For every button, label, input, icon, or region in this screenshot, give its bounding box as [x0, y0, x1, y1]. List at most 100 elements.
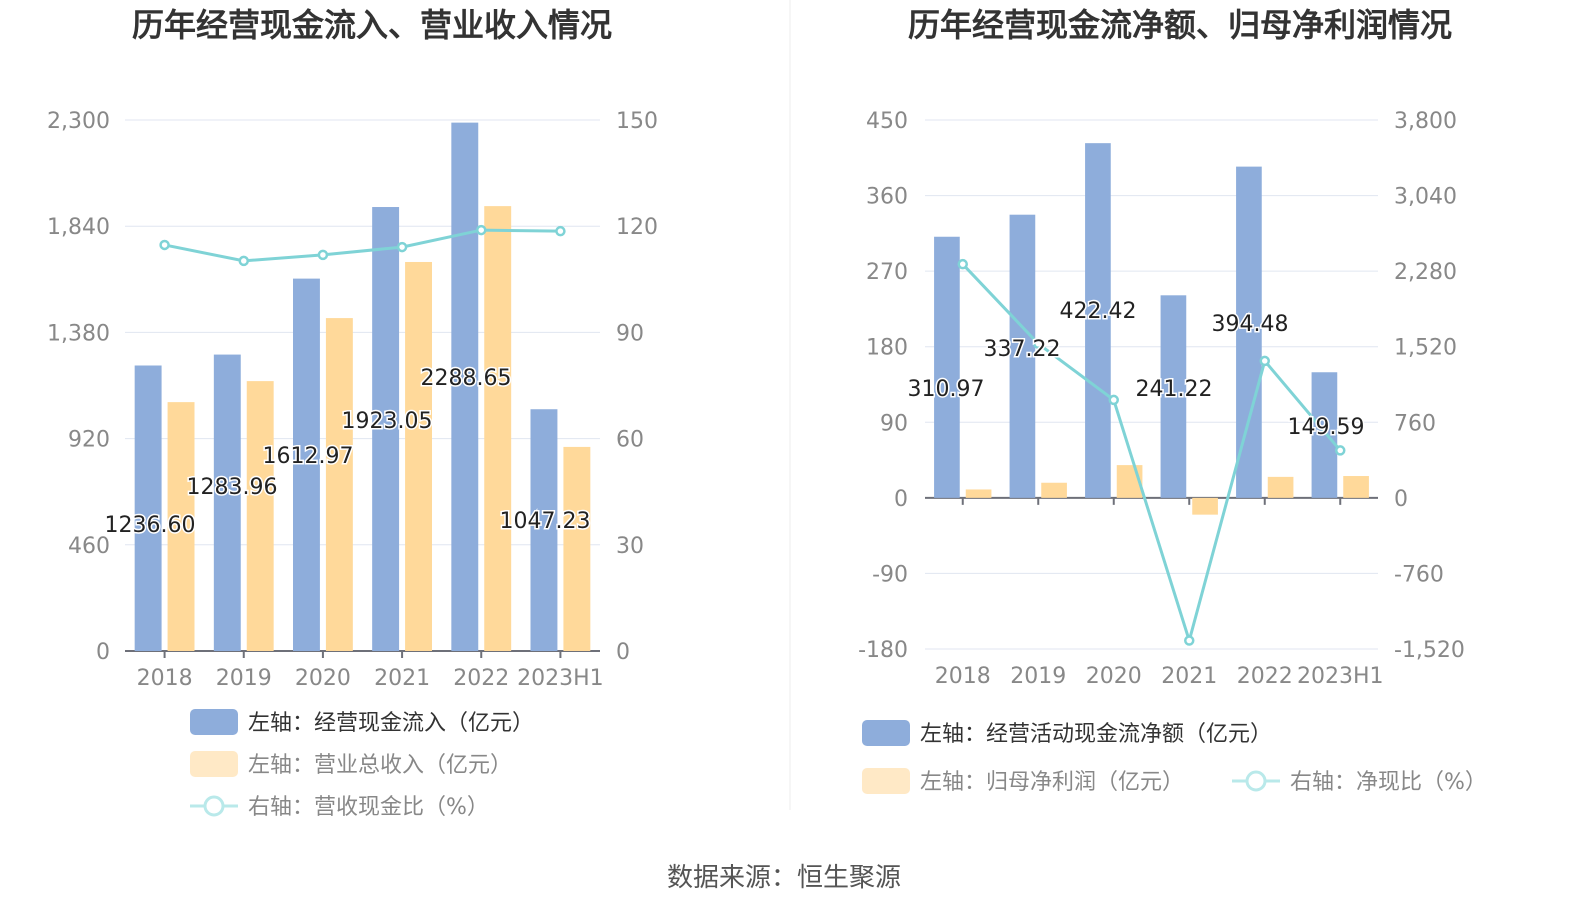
left-axis-tick: 0: [894, 487, 908, 512]
left-axis-tick: 460: [68, 534, 110, 559]
right-axis-tick: 30: [616, 534, 644, 559]
bar-series2: [325, 318, 353, 651]
bar-series2: [1192, 497, 1218, 515]
bar-series2: [563, 446, 591, 651]
bar-series1: [1160, 295, 1187, 498]
line-point: [238, 255, 249, 267]
x-axis-tick: 2022: [1237, 664, 1293, 689]
x-axis-tick: 2019: [216, 666, 272, 691]
bar-series2: [1041, 482, 1067, 498]
bar-series2: [1267, 476, 1294, 498]
bar-series1: [372, 207, 400, 651]
bar-series1: [530, 409, 558, 651]
line-point: [159, 239, 170, 251]
right-axis-tick: 3,040: [1394, 185, 1457, 210]
right-axis-tick: 0: [616, 640, 630, 665]
bar-series1: [213, 354, 241, 651]
right-axis-tick: 150: [616, 109, 658, 134]
bar-series2: [167, 402, 195, 651]
bar-series2: [405, 261, 432, 651]
left-axis-tick: 270: [866, 260, 908, 285]
line-point: [1335, 445, 1346, 456]
x-axis-tick: 2020: [1086, 664, 1142, 689]
line-point: [396, 241, 408, 253]
line-point: [957, 258, 968, 270]
x-axis-tick: 2020: [295, 666, 351, 691]
bar-series1: [451, 122, 479, 652]
line-point: [555, 225, 566, 237]
bar-series2: [965, 489, 992, 498]
right-axis-tick: 1,520: [1394, 336, 1457, 361]
data-label: 1923.05: [342, 409, 433, 434]
right-axis-tick: 120: [616, 215, 658, 240]
legend-swatch: [190, 751, 238, 777]
data-label: 394.48: [1212, 312, 1289, 337]
legend-circle-icon: [203, 795, 225, 817]
data-label: 149.59: [1288, 415, 1365, 440]
line-point: [476, 224, 487, 236]
legend-item[interactable]: 左轴：营业总收入（亿元）: [248, 753, 512, 778]
data-label: 337.22: [984, 337, 1061, 362]
line-point: [317, 249, 329, 261]
left-axis-tick: 360: [866, 185, 908, 210]
x-axis-tick: 2023H1: [517, 666, 604, 691]
bar-series1: [1236, 166, 1262, 498]
data-label: 1236.60: [105, 513, 196, 538]
bar-series1: [1009, 214, 1036, 498]
left-axis-tick: 1,840: [47, 215, 110, 240]
left-axis-tick: -180: [858, 638, 908, 663]
left-axis-tick: 90: [880, 411, 908, 436]
source-text: 数据来源：恒生聚源: [667, 863, 901, 893]
data-label: 422.42: [1060, 299, 1137, 324]
legend-item[interactable]: 右轴：营收现金比（%）: [248, 795, 489, 820]
chart-title: 历年经营现金流净额、归母净利润情况: [908, 6, 1452, 44]
legend-item[interactable]: 左轴：经营活动现金流净额（亿元）: [920, 722, 1272, 747]
line-series: [164, 228, 561, 263]
line-point: [1033, 338, 1044, 349]
bar-series2: [1343, 476, 1369, 498]
x-axis-tick: 2022: [453, 666, 509, 691]
right-axis-tick: 3,800: [1394, 109, 1457, 134]
bar-series1: [134, 365, 162, 651]
legend-item[interactable]: 右轴：净现比（%）: [1290, 770, 1487, 795]
left-axis-tick: 450: [866, 109, 908, 134]
data-label: 1047.23: [500, 509, 591, 534]
bar-series1: [1085, 143, 1111, 498]
line-series: [961, 263, 1342, 646]
line-point: [1259, 355, 1270, 367]
legend-circle-icon: [1245, 770, 1267, 792]
line-point: [1184, 635, 1195, 646]
left-axis-tick: 920: [68, 428, 110, 453]
x-axis-tick: 2018: [137, 666, 193, 691]
left-axis-tick: 0: [96, 640, 110, 665]
right-axis-tick: -760: [1394, 562, 1444, 587]
left-axis-tick: 180: [866, 336, 908, 361]
legend-swatch: [190, 709, 238, 735]
legend-item[interactable]: 左轴：归母净利润（亿元）: [920, 770, 1184, 795]
data-label: 1612.97: [263, 444, 354, 469]
right-axis-tick: -1,520: [1394, 638, 1465, 663]
x-axis-tick: 2021: [1161, 664, 1217, 689]
data-label: 1283.96: [187, 475, 278, 500]
right-axis-tick: 2,280: [1394, 260, 1457, 285]
legend-swatch: [862, 720, 910, 746]
left-axis-tick: 1,380: [47, 321, 110, 346]
line-point: [1108, 394, 1119, 406]
right-axis-tick: 60: [616, 428, 644, 453]
bar-series2: [246, 381, 274, 651]
bar-series1: [293, 278, 320, 651]
bar-series1: [1311, 372, 1338, 498]
x-axis-tick: 2018: [935, 664, 991, 689]
right-axis-tick: 90: [616, 321, 644, 346]
x-axis-tick: 2023H1: [1297, 664, 1384, 689]
right-axis-tick: 0: [1394, 487, 1408, 512]
bar-series2: [484, 206, 512, 651]
bar-series1: [934, 236, 960, 498]
x-axis-tick: 2019: [1010, 664, 1066, 689]
left-axis-tick: 2,300: [47, 109, 110, 134]
legend-item[interactable]: 左轴：经营现金流入（亿元）: [248, 711, 534, 736]
x-axis-tick: 2021: [374, 666, 430, 691]
chart-title: 历年经营现金流入、营业收入情况: [132, 6, 612, 44]
